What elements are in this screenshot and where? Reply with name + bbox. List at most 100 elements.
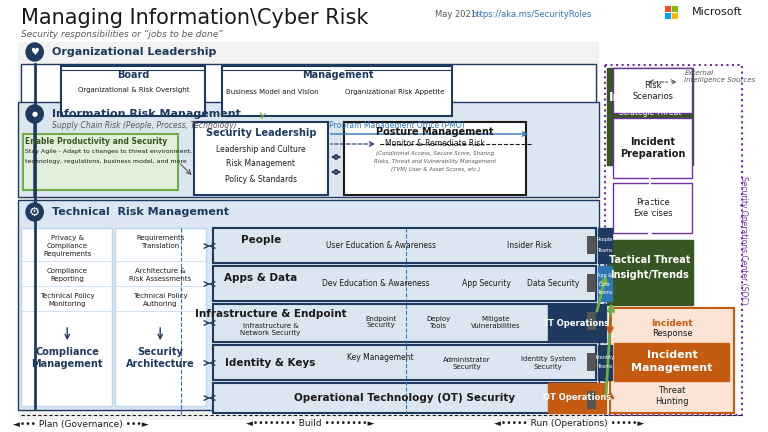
Text: ♥: ♥ [30,47,39,57]
Bar [587,391,596,409]
Text: Management: Management [631,363,713,373]
Text: Posture Management: Posture Management [376,127,494,137]
Bar [672,6,677,12]
Text: Supply Chain Risk (People, Process, Technology): Supply Chain Risk (People, Process, Tech… [52,121,237,130]
Text: Identity System
Security: Identity System Security [521,356,576,369]
Bar [598,345,611,380]
Circle shape [26,43,43,61]
Bar [23,134,178,190]
Text: Apps & Data: Apps & Data [224,273,297,283]
Text: Technical  Risk Management: Technical Risk Management [52,207,229,217]
Bar [18,42,599,420]
Text: Threat: Threat [627,79,674,92]
Text: Authoring: Authoring [143,301,177,307]
Text: Practice
Exercises: Practice Exercises [633,198,673,218]
Bar [548,383,606,413]
Text: App Security: App Security [462,280,511,289]
Text: Information Risk Management: Information Risk Management [52,109,241,119]
Text: Incident: Incident [647,350,697,360]
Bar [607,68,693,165]
Bar [672,13,677,19]
Text: Business Model and Vision: Business Model and Vision [226,89,319,95]
Text: ◄•••••••• Build ••••••••►: ◄•••••••• Build ••••••••► [247,419,375,429]
Text: Tactical Threat: Tactical Threat [609,255,690,265]
Text: Intelligence: Intelligence [609,92,691,105]
Text: Endpoint
Security: Endpoint Security [365,315,396,328]
Bar [115,228,206,406]
Bar [213,345,596,380]
Text: People: People [240,235,281,245]
Text: Monitoring: Monitoring [48,301,86,307]
Text: Compliance: Compliance [47,268,88,274]
Bar [665,6,671,12]
Text: Security Operations Center (SOC): Security Operations Center (SOC) [740,176,748,304]
Text: Strategic Threat
Insight/Trends: Strategic Threat Insight/Trends [619,108,681,128]
Text: Deploy
Tools: Deploy Tools [426,315,450,328]
Text: Risk
Scenarios: Risk Scenarios [632,81,674,101]
Bar [213,266,596,301]
Text: Security responsibilities or “jobs to be done”: Security responsibilities or “jobs to be… [22,30,223,39]
Text: Administrator
Security: Administrator Security [443,356,491,369]
Text: Leadership and Culture: Leadership and Culture [216,144,306,153]
Text: Threat
Hunting: Threat Hunting [655,386,689,406]
Text: Identity: Identity [595,355,614,359]
Text: ◄••• Plan (Governance) •••►: ◄••• Plan (Governance) •••► [13,419,148,429]
Text: Risk Management: Risk Management [227,159,296,168]
Bar [548,304,606,342]
Text: OT Operations: OT Operations [543,394,611,403]
Bar [223,66,452,116]
Text: Managing Information\Cyber Risk: Managing Information\Cyber Risk [22,8,369,28]
Bar [605,65,742,415]
Text: Teams: Teams [597,248,613,252]
Bar [587,274,596,292]
Text: Data Security: Data Security [527,280,579,289]
Text: Identity & Keys: Identity & Keys [225,358,316,368]
Text: Board: Board [118,70,150,80]
Bar [213,228,596,263]
Text: ◄••••• Run (Operations) •••••►: ◄••••• Run (Operations) •••••► [495,419,644,429]
Bar [587,353,596,371]
Text: Data: Data [599,282,611,286]
Text: User Education & Awareness: User Education & Awareness [326,241,435,251]
Text: Monitor & Remediate Risk: Monitor & Remediate Risk [386,139,485,147]
Text: Risks, Threat and Vulnerability Management: Risks, Threat and Vulnerability Manageme… [374,159,496,165]
Bar [614,183,692,233]
Bar [614,118,692,178]
Bar [614,68,692,113]
Text: Translation: Translation [141,243,179,249]
Text: Organizational & Risk Oversight: Organizational & Risk Oversight [78,87,189,93]
Text: Response: Response [651,328,692,337]
Bar [213,383,596,413]
Bar [607,240,693,305]
Text: ●: ● [31,111,38,117]
Text: ⚙: ⚙ [29,206,40,219]
Text: https://aka.ms/SecurityRoles: https://aka.ms/SecurityRoles [472,10,592,19]
Text: Infrastructure &
Network Security: Infrastructure & Network Security [240,323,300,336]
Text: People: People [597,238,613,242]
Bar [598,266,611,301]
Text: Requirements: Requirements [43,251,91,257]
Text: Technical Policy: Technical Policy [40,293,94,299]
Bar [18,102,599,197]
Bar [587,312,596,330]
Bar [665,13,671,19]
Text: Security
Architecture: Security Architecture [126,347,194,369]
Bar [61,66,205,116]
Text: IT Operations: IT Operations [545,318,609,327]
Text: (TVM) User & Asset Scores, etc.): (TVM) User & Asset Scores, etc.) [391,168,480,172]
Text: Compliance: Compliance [47,243,88,249]
Text: Infrastructure & Endpoint: Infrastructure & Endpoint [194,309,346,319]
Text: Teams: Teams [597,289,613,295]
Bar [614,343,730,381]
Text: Organizational Risk Appetite: Organizational Risk Appetite [346,89,445,95]
Bar [598,228,611,263]
Text: Management: Management [302,70,373,80]
Bar [587,236,596,254]
Text: Policy & Standards: Policy & Standards [225,175,296,184]
Bar [22,228,112,406]
Text: Enable Productivity and Security: Enable Productivity and Security [25,137,167,146]
Text: Architecture &: Architecture & [135,268,186,274]
Text: Incident
Preparation: Incident Preparation [620,137,686,159]
Text: Stay Agile - Adapt to changes to threat environment,: Stay Agile - Adapt to changes to threat … [25,149,192,155]
Bar [22,64,596,119]
